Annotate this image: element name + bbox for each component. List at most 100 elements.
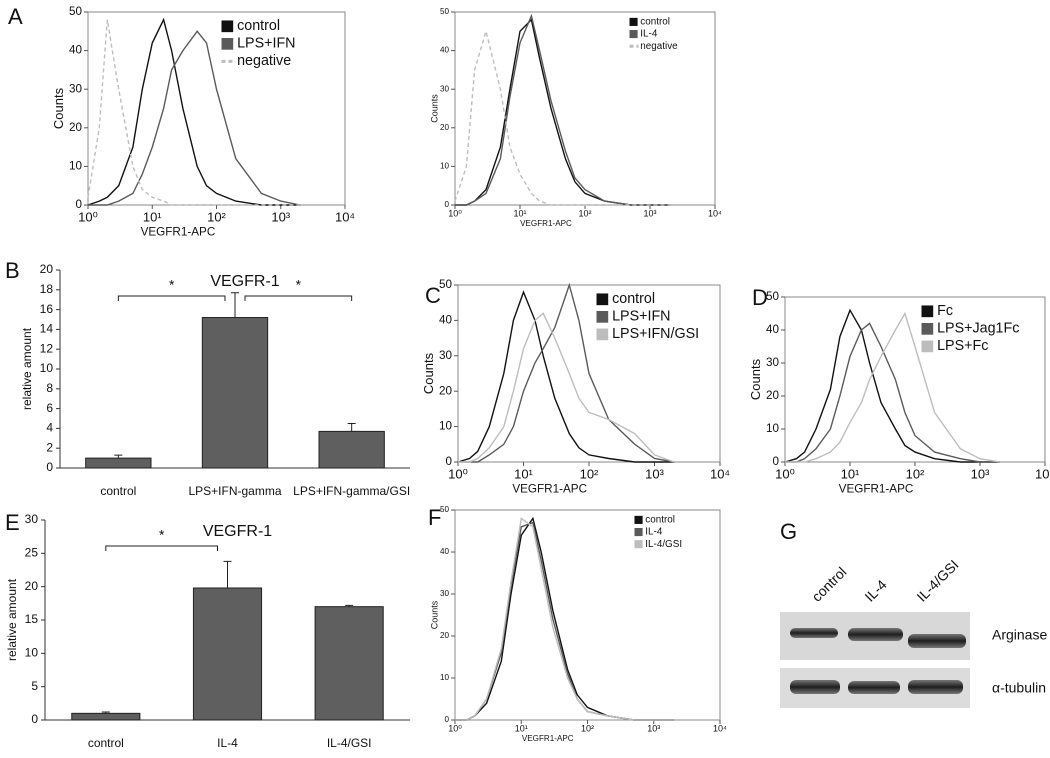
x-tick-label: 10²: [578, 208, 591, 218]
x-tick-label: 10⁴: [708, 208, 722, 218]
y-axis-label: Counts: [421, 352, 436, 394]
bar: [201, 317, 269, 469]
significance-label: *: [296, 277, 302, 293]
y-tick-label: 30: [440, 589, 450, 598]
legend-label: IL-4: [640, 29, 658, 40]
y-tick-label: 0: [31, 712, 38, 726]
y-tick-label: 50: [69, 5, 83, 18]
x-tick-label: control: [100, 484, 136, 498]
x-tick-label: 10²: [580, 466, 599, 481]
error-bar: [223, 560, 232, 588]
y-tick-label: 18: [40, 282, 54, 296]
y-tick-label: 14: [40, 322, 54, 336]
x-tick-label: IL-4: [217, 736, 238, 750]
legend-swatch: [634, 540, 643, 549]
y-tick-label: 30: [440, 84, 450, 93]
x-tick-label: 10⁴: [710, 466, 730, 481]
y-tick-label: 0: [445, 455, 452, 468]
x-tick-label: IL-4/GSI: [327, 736, 372, 750]
x-tick-label: LPS+IFN-gamma/GSI: [293, 484, 410, 498]
legend-label: LPS+Jag1Fc: [937, 321, 1019, 337]
x-axis-label: VEGFR1-APC: [141, 225, 216, 238]
y-axis-label: relative amount: [20, 327, 34, 410]
y-tick-label: 10: [766, 422, 780, 435]
legend-label: control: [612, 291, 655, 307]
legend-swatch: [921, 323, 934, 335]
x-tick-label: 10⁰: [775, 466, 795, 481]
legend-swatch: [921, 305, 934, 318]
y-tick-label: 30: [69, 82, 83, 95]
legend-label: LPS+IFN/GSI: [612, 326, 699, 342]
y-tick-label: 6: [46, 401, 53, 415]
legend-swatch: [596, 311, 609, 323]
blot-panel: G control IL-4 IL-4/GSI Arginase α-tubul…: [780, 519, 1047, 708]
blot-band: [790, 680, 840, 694]
histogram-line: [454, 28, 670, 206]
y-tick-label: 30: [766, 356, 780, 369]
legend-label: control: [640, 17, 670, 28]
x-tick-label: 10²: [581, 723, 594, 733]
panel-letter: E: [5, 510, 20, 535]
x-tick-label: 10⁴: [335, 209, 355, 224]
legend-swatch: [634, 515, 643, 524]
y-tick-label: 10: [440, 673, 450, 682]
row-label: Arginase: [992, 627, 1047, 643]
x-tick-label: 10³: [971, 466, 990, 481]
y-tick-label: 40: [440, 46, 450, 55]
histogram-line: [87, 17, 301, 206]
x-tick-label: 10³: [647, 723, 660, 733]
panel-letter: A: [8, 4, 23, 29]
y-tick-label: 0: [444, 200, 449, 209]
y-tick-label: 30: [439, 349, 453, 362]
x-tick-label: 10³: [643, 208, 656, 218]
legend-swatch: [629, 17, 638, 26]
x-tick-label: 10²: [906, 466, 925, 481]
panel-letter: F: [428, 505, 441, 530]
legend-label: IL-4: [645, 527, 663, 538]
y-tick-label: 0: [772, 455, 779, 468]
legend-swatch: [596, 328, 609, 341]
y-tick-label: 2: [46, 440, 53, 454]
y-tick-label: 20: [69, 121, 83, 134]
plot-frame: [87, 11, 346, 206]
y-tick-label: 4: [46, 421, 53, 435]
histogram-line: [784, 308, 1000, 463]
x-tick-label: 10⁰: [78, 209, 98, 224]
legend-swatch: [629, 30, 638, 39]
blot-band: [908, 634, 966, 648]
x-tick-label: 10⁴: [1035, 466, 1050, 481]
bar: [71, 712, 141, 721]
legend-label: LPS+Fc: [937, 338, 988, 354]
histogram-line: [785, 311, 1000, 463]
y-tick-label: 50: [440, 505, 450, 514]
y-tick-label: 20: [440, 631, 450, 640]
y-tick-label: 20: [766, 389, 780, 402]
bar: [314, 606, 384, 721]
y-tick-label: 0: [444, 715, 449, 724]
x-tick-label: 10¹: [841, 466, 860, 481]
bar: [85, 457, 152, 469]
legend-label: Fc: [937, 303, 953, 319]
y-tick-label: 50: [440, 7, 450, 16]
x-tick-label: 10²: [207, 209, 226, 224]
x-axis-label: VEGFR1-APC: [522, 734, 574, 743]
y-tick-label: 25: [25, 546, 39, 560]
x-tick-label: control: [88, 736, 124, 750]
y-tick-label: 10: [25, 646, 39, 660]
y-tick-label: 10: [440, 162, 450, 171]
y-axis-label: Counts: [51, 87, 66, 129]
y-tick-label: 15: [25, 612, 39, 626]
bar: [192, 587, 263, 721]
panel-letter: G: [780, 519, 797, 544]
histogram-line: [458, 282, 675, 463]
y-axis-label: relative amount: [5, 578, 19, 661]
x-tick-label: 10⁴: [713, 723, 727, 733]
y-tick-label: 0: [46, 460, 53, 474]
legend-label: control: [645, 515, 675, 526]
chart-title: VEGFR-1: [210, 273, 279, 290]
y-tick-label: 5: [31, 679, 38, 693]
legend-label: control: [237, 18, 280, 34]
y-tick-label: 20: [40, 262, 54, 276]
y-tick-label: 50: [766, 290, 780, 303]
legend-label: negative: [640, 41, 678, 52]
